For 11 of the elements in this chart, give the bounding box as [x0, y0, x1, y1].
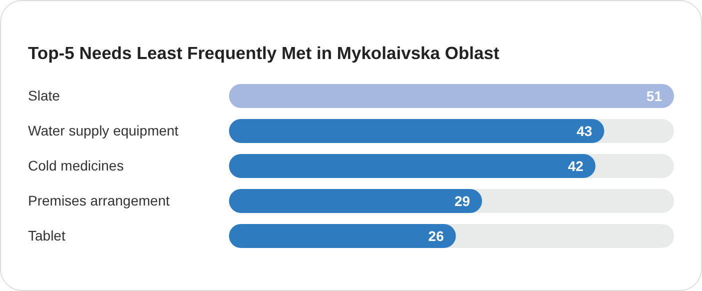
- y-tick-label: Premises arrangement: [28, 192, 170, 208]
- chart-title: Top-5 Needs Least Frequently Met in Mykolaivska Oblast: [28, 43, 500, 64]
- y-tick-label: Slate: [28, 88, 60, 104]
- y-tick-label: Tablet: [28, 228, 66, 244]
- data-label: 26: [428, 228, 444, 244]
- data-label: 43: [576, 122, 592, 139]
- y-tick-label: Water supply equipment: [28, 122, 179, 138]
- data-label: 51: [646, 88, 662, 104]
- data-label: 42: [568, 158, 584, 174]
- data-label: 29: [454, 192, 470, 209]
- y-tick-label: Cold medicines: [28, 158, 124, 174]
